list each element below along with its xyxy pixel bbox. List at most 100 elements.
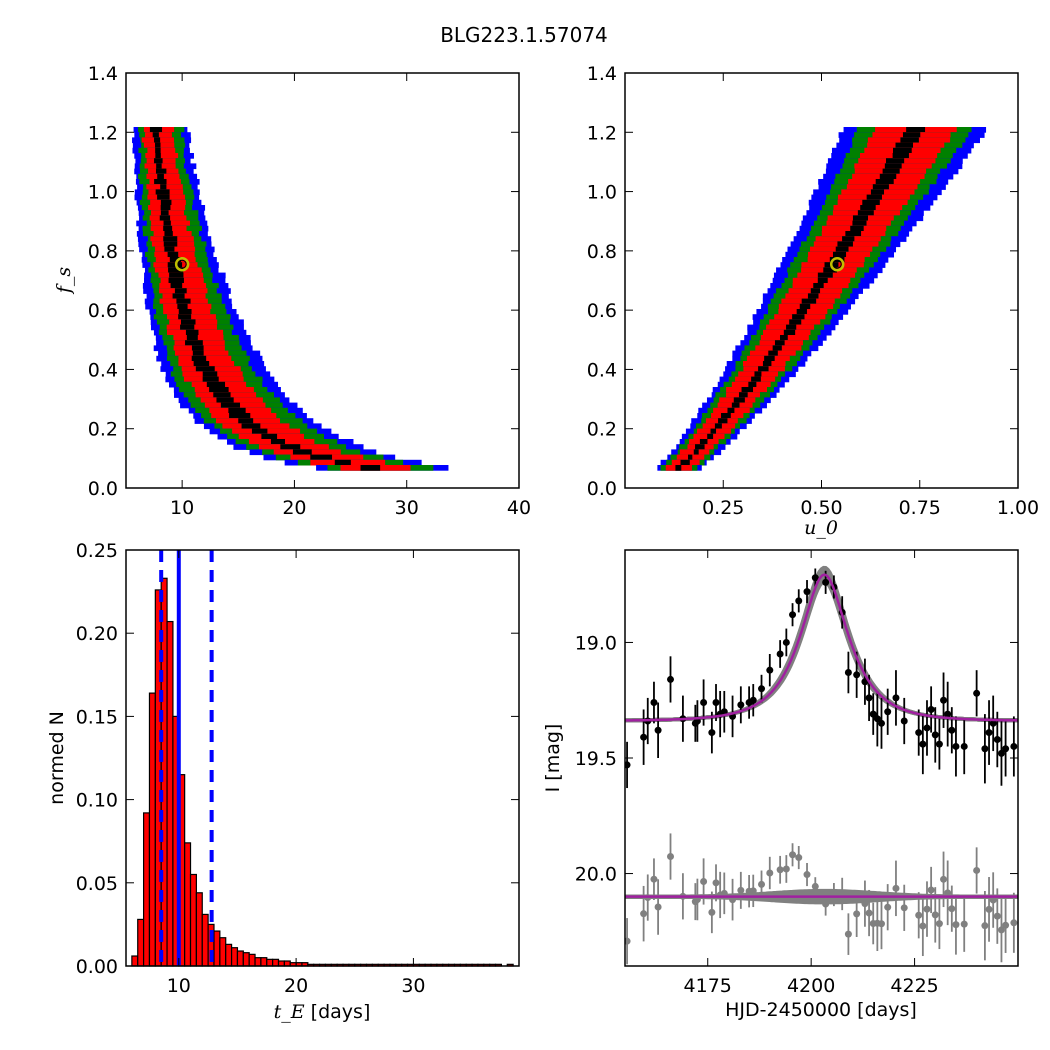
p1-black-band bbox=[154, 179, 167, 185]
p3-xlabel-unit: [days] bbox=[305, 1001, 371, 1023]
p4-residual-point bbox=[900, 904, 908, 912]
panel-tE-fs: 10 20 30 40 0.0 0.2 0.4 0.6 0.8 1.0 1.2 1.4 f_s bbox=[53, 63, 531, 519]
p1-black-band bbox=[155, 153, 161, 159]
p1-black-band bbox=[176, 298, 191, 305]
p3-hist-bar bbox=[260, 957, 268, 967]
p2-black-band bbox=[789, 319, 802, 326]
p2-black-band bbox=[862, 199, 880, 206]
p4-ticks: 4175 4200 4225 19.0 19.5 20.0 bbox=[575, 550, 1018, 997]
p1-black-band bbox=[178, 314, 192, 320]
p4-residual-point bbox=[811, 882, 819, 890]
p3-hist-bar bbox=[242, 952, 250, 967]
p1-black-band bbox=[154, 158, 163, 164]
p2-black-band bbox=[710, 428, 717, 435]
p1-black-band bbox=[164, 246, 175, 253]
p1-ytick-label: 0.8 bbox=[88, 241, 118, 263]
p2-black-band bbox=[707, 433, 714, 440]
p4-data-point bbox=[960, 742, 968, 750]
p2-black-band bbox=[817, 272, 833, 279]
p2-xtick-label: 0.75 bbox=[899, 497, 941, 519]
p2-black-band bbox=[810, 288, 821, 294]
p1-black-band bbox=[228, 407, 246, 414]
p1-black-band bbox=[169, 272, 184, 279]
p4-data-point bbox=[758, 685, 766, 693]
p1-black-band bbox=[154, 137, 161, 144]
p2-black-band bbox=[850, 225, 864, 232]
p2-black-band bbox=[772, 345, 782, 352]
p4-data-point bbox=[981, 745, 989, 753]
p2-black-band bbox=[884, 163, 902, 170]
p2-black-band bbox=[872, 184, 889, 190]
p2-black-band bbox=[727, 407, 735, 414]
p2-black-band bbox=[779, 335, 788, 341]
p4-residual-point bbox=[884, 903, 892, 911]
p1-black-band bbox=[292, 449, 312, 456]
p3-xlabel-math: t_E bbox=[274, 1001, 305, 1023]
p3-hist-bar bbox=[236, 950, 244, 967]
p2-black-band bbox=[807, 293, 819, 300]
p4-residual-point bbox=[844, 930, 852, 938]
p4-residual-point bbox=[766, 869, 774, 877]
p1-best-fit-marker-inner bbox=[177, 259, 187, 269]
p3-hist-bar bbox=[195, 892, 203, 967]
p2-ytick-label: 0.2 bbox=[587, 419, 617, 441]
p2-black-band bbox=[837, 241, 853, 248]
p4-lightcurve-marks bbox=[625, 565, 1018, 965]
p4-residual-point bbox=[935, 920, 943, 928]
p2-black-band bbox=[796, 309, 807, 315]
p1-black-band bbox=[185, 329, 199, 336]
p1-red-band bbox=[159, 283, 207, 289]
p2-black-band bbox=[817, 277, 828, 284]
p1-black-band bbox=[193, 361, 210, 367]
p4-data-point bbox=[749, 696, 757, 704]
p2-black-band bbox=[870, 189, 885, 196]
p4-data-point bbox=[935, 740, 943, 748]
p4-data-point bbox=[782, 638, 790, 646]
p1-black-band bbox=[160, 199, 172, 206]
p4-data-point bbox=[795, 597, 803, 605]
p2-black-band bbox=[741, 387, 753, 393]
p2-density-cells bbox=[657, 127, 987, 471]
p4-model-ensemble bbox=[625, 571, 1018, 723]
p2-black-band bbox=[718, 418, 728, 424]
p2-black-band bbox=[783, 329, 796, 336]
p2-ytick-label: 1.2 bbox=[587, 122, 617, 144]
p1-ylabel: f_s bbox=[53, 267, 75, 296]
p3-ylabel: normed N bbox=[46, 711, 68, 805]
p2-black-band bbox=[875, 179, 894, 185]
p4-data-point bbox=[803, 588, 811, 596]
p1-black-band bbox=[220, 402, 241, 409]
p2-black-band bbox=[738, 392, 748, 398]
p2-xtick-label: 0.25 bbox=[702, 497, 744, 519]
p1-ytick-label: 1.2 bbox=[88, 122, 118, 144]
p1-red-band bbox=[147, 147, 176, 154]
p2-black-band bbox=[774, 340, 785, 346]
p4-data-point bbox=[853, 671, 861, 679]
p4-data-point bbox=[776, 650, 784, 658]
p2-black-band bbox=[758, 366, 769, 372]
p1-black-band bbox=[163, 220, 171, 227]
p4-data-point bbox=[900, 717, 908, 725]
p4-data-point bbox=[919, 740, 927, 748]
p1-black-band bbox=[152, 132, 159, 138]
p2-black-band bbox=[842, 236, 855, 242]
p2-black-band bbox=[792, 314, 805, 320]
p1-black-band bbox=[160, 184, 167, 190]
p2-black-band bbox=[845, 231, 862, 237]
p2-black-band bbox=[731, 402, 740, 409]
p1-xtick-label: 30 bbox=[395, 497, 419, 519]
p1-black-band bbox=[163, 241, 178, 248]
p4-residual-point bbox=[1002, 921, 1010, 929]
p1-ytick-label: 0.0 bbox=[88, 478, 118, 500]
p4-model-ensemble bbox=[625, 574, 1018, 723]
p2-ytick-label: 0.8 bbox=[587, 241, 617, 263]
p4-residual-point bbox=[1010, 919, 1018, 927]
p2-black-band bbox=[835, 246, 849, 253]
p2-black-band bbox=[832, 251, 847, 258]
p3-ytick-label: 0.10 bbox=[76, 790, 118, 812]
p3-hist-bar bbox=[201, 913, 209, 967]
p4-data-point bbox=[737, 701, 745, 709]
p2-black-band bbox=[688, 454, 693, 461]
p2-black-band bbox=[893, 147, 912, 154]
p2-black-band bbox=[751, 376, 761, 383]
